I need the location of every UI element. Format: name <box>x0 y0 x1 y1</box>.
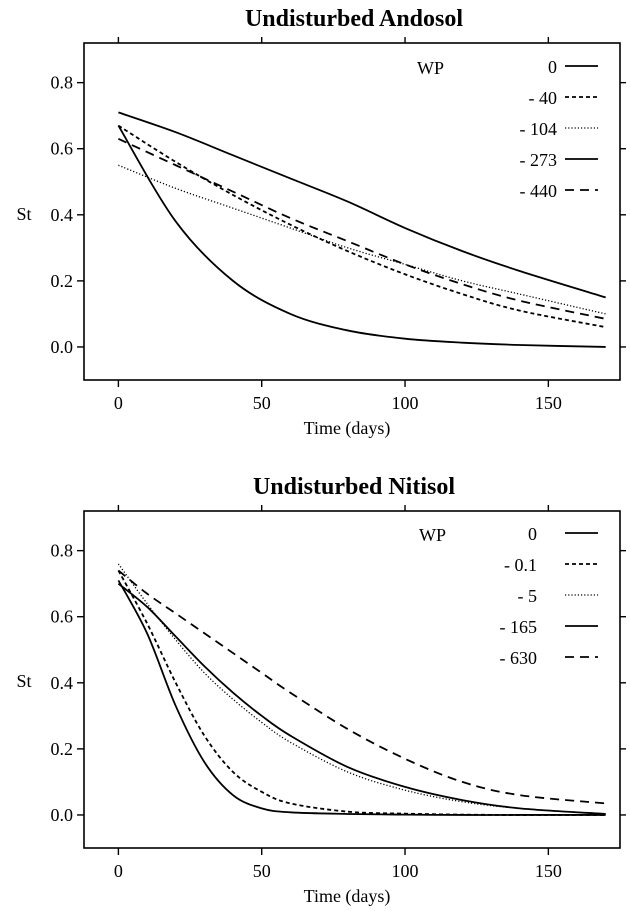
legend-label: - 630 <box>500 648 538 668</box>
x-tick-label: 150 <box>535 861 562 881</box>
legend-label: - 104 <box>520 119 558 139</box>
series-line <box>117 582 606 815</box>
y-axis-label: St <box>16 204 31 224</box>
axis-ticks: 0 50 100 150 0.0 0.2 0.4 0.6 0.8 <box>51 505 626 881</box>
y-axis-label: St <box>16 671 31 691</box>
x-tick-label: 100 <box>392 861 419 881</box>
legend-label: 0 <box>528 524 537 544</box>
y-tick-label: 0.4 <box>51 205 74 225</box>
legend-label: 0 <box>548 57 557 77</box>
series-line <box>118 111 606 299</box>
y-tick-label: 0.0 <box>51 805 74 825</box>
plot-frame <box>83 42 621 381</box>
series-group <box>117 563 606 816</box>
y-tick-label: 0.0 <box>51 337 74 357</box>
series-line <box>118 164 606 315</box>
plot-frame <box>83 510 621 849</box>
series-group <box>117 111 606 348</box>
chart-title: Undisturbed Andosol <box>245 6 463 32</box>
y-tick-label: 0.6 <box>51 139 74 159</box>
legend-label: - 165 <box>500 617 538 637</box>
legend: WP 0 - 40 - 104 - 273 - 440 <box>417 57 598 201</box>
chart-panel-andosol: Undisturbed Andosol St Time (days) 0 50 10… <box>16 6 626 439</box>
x-tick-label: 0 <box>114 393 123 413</box>
x-axis-label: Time (days) <box>304 886 391 907</box>
axis-ticks: 0 50 100 150 0.0 0.2 0.4 0.6 0.8 <box>51 37 626 413</box>
x-tick-label: 50 <box>253 393 271 413</box>
x-axis-label: Time (days) <box>304 418 391 439</box>
x-tick-label: 0 <box>114 861 123 881</box>
legend-label: - 40 <box>529 88 558 108</box>
chart-title: Undisturbed Nitisol <box>253 474 455 500</box>
series-line <box>117 125 606 348</box>
y-tick-label: 0.4 <box>51 673 74 693</box>
x-tick-label: 100 <box>392 393 419 413</box>
legend-label: - 0.1 <box>504 555 537 575</box>
series-line <box>117 124 606 329</box>
y-tick-label: 0.2 <box>51 271 74 291</box>
series-line <box>118 137 606 320</box>
x-tick-label: 50 <box>253 861 271 881</box>
x-tick-label: 150 <box>535 393 562 413</box>
legend-header: WP <box>417 58 444 78</box>
chart-panel-nitisol: Undisturbed Nitisol St Time (days) 0 50 10… <box>16 474 626 907</box>
series-line <box>117 563 606 815</box>
y-tick-label: 0.6 <box>51 607 74 627</box>
series-line <box>117 579 606 816</box>
legend-header: WP <box>419 525 446 545</box>
y-tick-label: 0.8 <box>51 541 74 561</box>
y-tick-label: 0.8 <box>51 73 74 93</box>
legend: WP 0 - 0.1 - 5 - 165 - 630 <box>419 524 598 668</box>
series-line <box>117 570 606 816</box>
legend-label: - 273 <box>520 150 558 170</box>
series-line <box>117 569 606 805</box>
legend-label: - 5 <box>518 586 538 606</box>
legend-label: - 440 <box>520 181 558 201</box>
y-tick-label: 0.2 <box>51 739 74 759</box>
